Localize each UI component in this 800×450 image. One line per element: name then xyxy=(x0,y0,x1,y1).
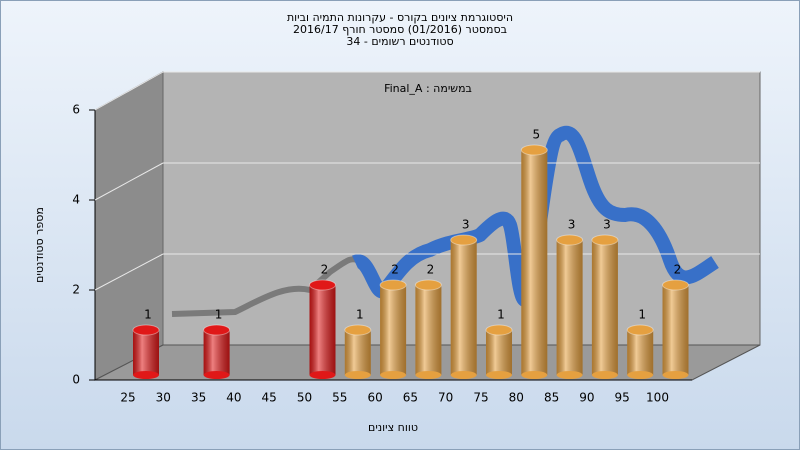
x-tick-label: 80 xyxy=(509,391,524,405)
x-tick-label: 70 xyxy=(438,391,453,405)
data-label: 1 xyxy=(144,308,152,322)
bar-top xyxy=(591,234,619,246)
bar-base xyxy=(415,371,442,379)
x-tick-label: 65 xyxy=(403,391,418,405)
data-label: 1 xyxy=(356,308,364,322)
bar-top xyxy=(626,324,654,336)
bar-base xyxy=(627,371,654,379)
bar-shine xyxy=(415,285,442,375)
x-tick-label: 85 xyxy=(544,391,559,405)
data-label: 1 xyxy=(638,308,646,322)
bar-base xyxy=(556,371,583,379)
y-tick-label: 0 xyxy=(72,373,80,387)
data-label: 5 xyxy=(532,128,540,142)
bar-top xyxy=(309,279,336,291)
data-label: 3 xyxy=(462,218,470,232)
bar-top xyxy=(520,144,548,156)
x-tick-label: 55 xyxy=(332,391,347,405)
bar-shine xyxy=(344,330,371,375)
data-label: 1 xyxy=(215,308,223,322)
x-tick-label: 45 xyxy=(262,391,277,405)
x-tick-label: 30 xyxy=(156,391,171,405)
y-tick-label: 2 xyxy=(72,283,80,297)
x-tick-label: 40 xyxy=(226,391,241,405)
bar-base xyxy=(591,371,618,379)
x-tick-label: 75 xyxy=(473,391,488,405)
y-axis-label: מספר סטודנטים xyxy=(33,207,46,283)
title-line: סטודנטים רשומים - 34 xyxy=(346,35,453,48)
bar-shine xyxy=(309,285,336,375)
data-label: 2 xyxy=(427,263,435,277)
bar-top xyxy=(450,234,478,246)
data-label: 1 xyxy=(497,308,505,322)
data-label: 2 xyxy=(674,263,682,277)
y-tick-label: 4 xyxy=(72,193,80,207)
bar-shine xyxy=(521,150,548,375)
bar-base xyxy=(486,371,512,379)
x-axis-label: טווח ציונים xyxy=(368,421,418,434)
bar-top xyxy=(556,234,584,246)
bar-shine xyxy=(591,240,618,375)
title-line: היסטוגרמת ציונים בקורס - עקרונות התמיה ו… xyxy=(287,11,513,24)
x-tick-label: 95 xyxy=(615,391,630,405)
data-label: 2 xyxy=(391,263,399,277)
x-tick-label: 100 xyxy=(646,391,669,405)
bar-shine xyxy=(662,285,689,375)
title-line: בסמסטר (01/2016) סמסטר חורף 2016/17 xyxy=(293,23,507,36)
data-label: 3 xyxy=(603,218,611,232)
x-tick-label: 35 xyxy=(191,391,206,405)
bar-base xyxy=(133,371,159,379)
x-tick-label: 60 xyxy=(367,391,382,405)
subtitle: Final_A : במשימה xyxy=(384,82,472,95)
bar-top xyxy=(344,324,372,336)
bar-base xyxy=(203,371,230,379)
data-label: 2 xyxy=(321,263,329,277)
grid-line xyxy=(94,71,164,111)
data-label: 3 xyxy=(568,218,576,232)
bar-top xyxy=(414,279,442,291)
bar-shine xyxy=(203,330,230,375)
bar-shine xyxy=(627,330,654,375)
x-tick-label: 50 xyxy=(297,391,312,405)
bar-shine xyxy=(133,330,159,375)
bar-top xyxy=(379,279,407,291)
bar-base xyxy=(380,371,407,379)
x-tick-label: 90 xyxy=(579,391,594,405)
bar-top xyxy=(662,279,689,291)
bar-top xyxy=(485,324,513,336)
bar-base xyxy=(662,371,689,379)
bar-base xyxy=(344,371,371,379)
bar-top xyxy=(203,324,231,336)
grid-line xyxy=(94,162,164,201)
grid-line xyxy=(94,253,164,291)
bar-shine xyxy=(556,240,583,375)
bar-shine xyxy=(450,240,477,375)
bar-base xyxy=(450,371,477,379)
y-tick-label: 6 xyxy=(72,103,80,117)
bar-base xyxy=(309,371,336,379)
bar-shine xyxy=(380,285,407,375)
x-tick-label: 25 xyxy=(120,391,135,405)
bar-base xyxy=(521,371,548,379)
bar-top xyxy=(132,324,160,336)
bar-shine xyxy=(486,330,512,375)
